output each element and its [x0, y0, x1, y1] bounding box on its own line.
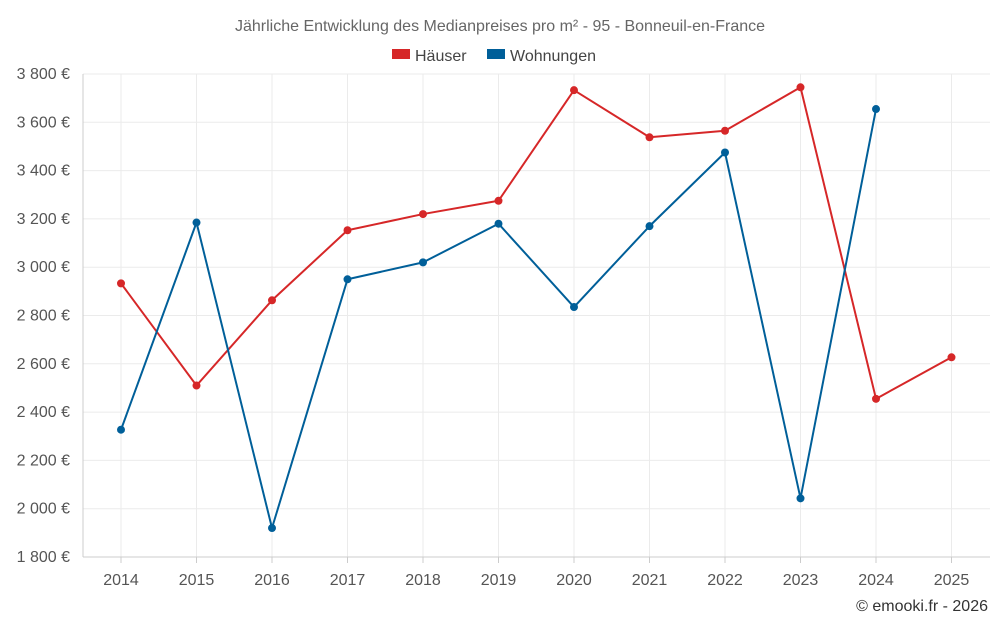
- data-point-haeuser[interactable]: [494, 196, 503, 205]
- data-point-haeuser[interactable]: [645, 133, 654, 142]
- y-tick-label: 2 600 €: [17, 356, 70, 373]
- x-tick-label: 2015: [179, 572, 215, 589]
- data-point-wohnungen[interactable]: [343, 275, 352, 284]
- data-point-wohnungen[interactable]: [419, 258, 427, 267]
- data-point-haeuser[interactable]: [419, 210, 427, 219]
- data-point-wohnungen[interactable]: [796, 494, 805, 503]
- y-tick-label: 3 400 €: [17, 163, 70, 180]
- data-point-wohnungen[interactable]: [494, 219, 503, 228]
- legend-swatch-haeuser: [392, 49, 410, 59]
- legend-swatch-wohnungen: [487, 49, 505, 59]
- data-point-wohnungen[interactable]: [721, 148, 729, 157]
- y-tick-label: 3 000 €: [17, 259, 70, 276]
- y-tick-label: 2 400 €: [17, 404, 70, 421]
- data-point-wohnungen[interactable]: [570, 303, 578, 312]
- data-point-haeuser[interactable]: [343, 226, 352, 235]
- data-point-haeuser[interactable]: [947, 353, 956, 362]
- x-tick-label: 2014: [103, 572, 139, 589]
- chart-title: Jährliche Entwicklung des Medianpreises …: [235, 18, 765, 35]
- x-tick-label: 2022: [707, 572, 743, 589]
- series-wohnungen: [117, 105, 880, 533]
- y-tick-label: 3 600 €: [17, 114, 70, 131]
- x-tick-label: 2019: [481, 572, 517, 589]
- data-point-haeuser[interactable]: [721, 126, 729, 135]
- data-point-wohnungen[interactable]: [192, 218, 201, 227]
- data-point-haeuser[interactable]: [796, 83, 805, 92]
- data-point-wohnungen[interactable]: [117, 425, 125, 434]
- data-point-wohnungen[interactable]: [268, 524, 276, 533]
- credit-text: © emooki.fr - 2026: [856, 598, 988, 615]
- x-tick-label: 2021: [632, 572, 668, 589]
- x-tick-label: 2023: [783, 572, 819, 589]
- y-tick-label: 2 800 €: [17, 308, 70, 325]
- data-point-haeuser[interactable]: [872, 394, 880, 403]
- x-tick-label: 2017: [330, 572, 366, 589]
- data-point-haeuser[interactable]: [268, 296, 276, 305]
- y-tick-label: 3 800 €: [17, 66, 70, 83]
- x-tick-label: 2018: [405, 572, 441, 589]
- x-axis: 2014 2015 2016 2017 2018 2019 2020 2021 2022 2023…: [83, 556, 990, 589]
- y-axis: 1 800 € 2 000 € 2 200 € 2 400 € 2 600 € 2 800…: [17, 66, 84, 566]
- legend: Häuser Wohnungen: [392, 48, 596, 65]
- series-line-haeuser: [120, 86, 952, 400]
- x-tick-label: 2024: [858, 572, 894, 589]
- legend-label-wohnungen[interactable]: Wohnungen: [510, 48, 596, 65]
- y-tick-label: 2 000 €: [17, 501, 70, 518]
- x-tick-label: 2025: [934, 572, 970, 589]
- y-tick-label: 3 200 €: [17, 211, 70, 228]
- legend-label-haeuser[interactable]: Häuser: [415, 48, 467, 65]
- y-tick-label: 1 800 €: [17, 549, 70, 566]
- y-tick-label: 2 200 €: [17, 452, 70, 469]
- series-haeuser: [117, 83, 956, 403]
- data-point-haeuser[interactable]: [192, 381, 201, 390]
- x-tick-label: 2020: [556, 572, 592, 589]
- gridlines: [83, 73, 990, 558]
- data-point-wohnungen[interactable]: [645, 222, 654, 231]
- data-point-haeuser[interactable]: [570, 86, 578, 95]
- x-tick-label: 2016: [254, 572, 290, 589]
- series: [117, 83, 956, 533]
- data-point-haeuser[interactable]: [117, 279, 125, 288]
- data-point-wohnungen[interactable]: [872, 105, 880, 114]
